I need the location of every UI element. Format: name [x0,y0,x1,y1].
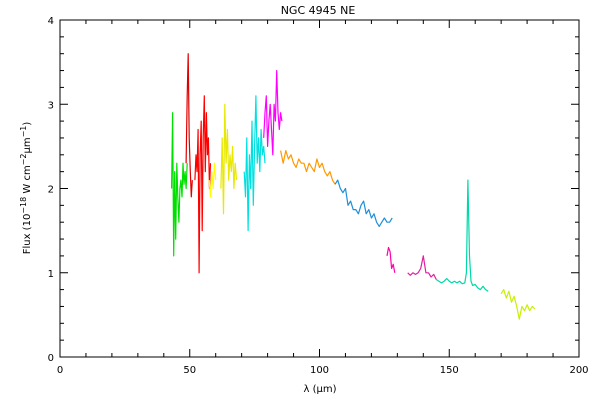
y-label-exp1: −18 [19,197,28,214]
y-tick-label: 3 [48,100,54,111]
axis-tick-labels: 0 50 100 150 200 0 1 2 3 4 [48,16,589,376]
spectrum-segment-2 [185,53,193,198]
y-label-exp3: −1 [19,126,28,138]
y-label-suffix: ) [22,122,33,126]
spectrum-segment-13 [500,289,536,320]
y-tick-label: 1 [48,269,54,280]
x-tick-label: 0 [57,365,63,376]
x-tick-label: 100 [310,365,329,376]
y-tick-label: 0 [48,353,54,364]
axis-ticks [59,19,580,358]
x-axis-label: λ (μm) [303,384,336,395]
y-label-mid: W cm [22,165,33,196]
y-tick-label: 4 [48,16,54,27]
plot-frame [59,19,580,358]
spectrum-segment-12 [435,179,489,292]
y-axis-label: Flux (10−18 W cm−2μm−1) [19,122,33,255]
chart-title: NGC 4945 NE [281,4,356,17]
spectrum-segment-1 [171,112,188,257]
spectrum-segment-9 [334,179,393,227]
y-label-exp2: −2 [19,154,28,166]
series-group [171,53,536,320]
spectrum-segment-8 [280,150,336,185]
x-tick-label: 50 [183,365,196,376]
x-tick-label: 150 [440,365,459,376]
y-label-prefix: Flux (10 [22,214,33,255]
spectrum-segment-5 [220,103,238,215]
spectrum-segment-6 [243,95,266,232]
spectrum-segment-3 [194,95,212,274]
spectrum-segment-10 [386,246,396,273]
y-label-unit: μm [22,137,33,153]
spectrum-segment-4 [208,162,217,198]
spectrum-segment-7 [263,69,283,156]
y-tick-label: 2 [48,185,54,196]
spectrum-segment-11 [407,255,437,280]
x-tick-label: 200 [569,365,588,376]
